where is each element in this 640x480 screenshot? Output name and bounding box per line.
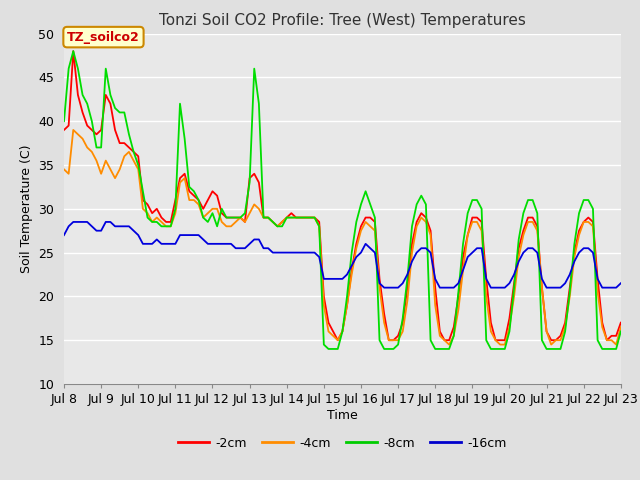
Text: TZ_soilco2: TZ_soilco2 — [67, 31, 140, 44]
Title: Tonzi Soil CO2 Profile: Tree (West) Temperatures: Tonzi Soil CO2 Profile: Tree (West) Temp… — [159, 13, 526, 28]
X-axis label: Time: Time — [327, 409, 358, 422]
Legend: -2cm, -4cm, -8cm, -16cm: -2cm, -4cm, -8cm, -16cm — [173, 432, 512, 455]
Y-axis label: Soil Temperature (C): Soil Temperature (C) — [20, 144, 33, 273]
